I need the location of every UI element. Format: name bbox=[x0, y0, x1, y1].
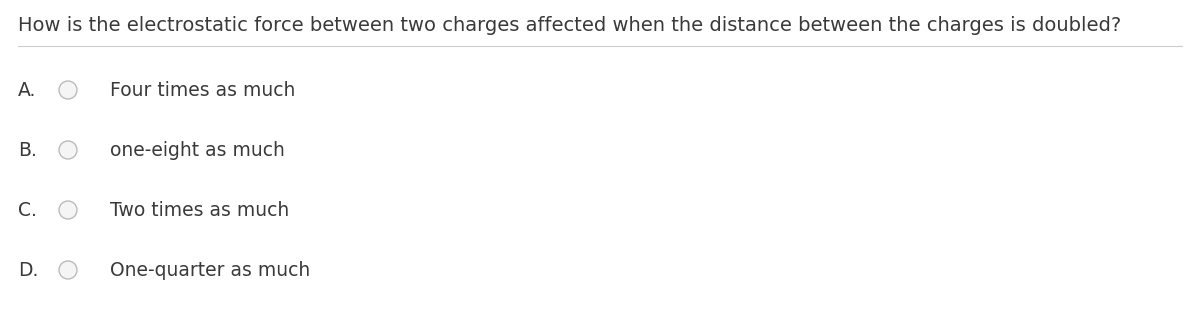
Text: one-eight as much: one-eight as much bbox=[110, 140, 284, 160]
Ellipse shape bbox=[59, 81, 77, 99]
Text: Four times as much: Four times as much bbox=[110, 81, 295, 99]
Ellipse shape bbox=[59, 201, 77, 219]
Text: Two times as much: Two times as much bbox=[110, 200, 289, 219]
Ellipse shape bbox=[59, 261, 77, 279]
Text: A.: A. bbox=[18, 81, 36, 99]
Text: D.: D. bbox=[18, 261, 38, 280]
Text: How is the electrostatic force between two charges affected when the distance be: How is the electrostatic force between t… bbox=[18, 16, 1121, 35]
Ellipse shape bbox=[59, 141, 77, 159]
Text: B.: B. bbox=[18, 140, 37, 160]
Text: One-quarter as much: One-quarter as much bbox=[110, 261, 311, 280]
Text: C.: C. bbox=[18, 200, 37, 219]
